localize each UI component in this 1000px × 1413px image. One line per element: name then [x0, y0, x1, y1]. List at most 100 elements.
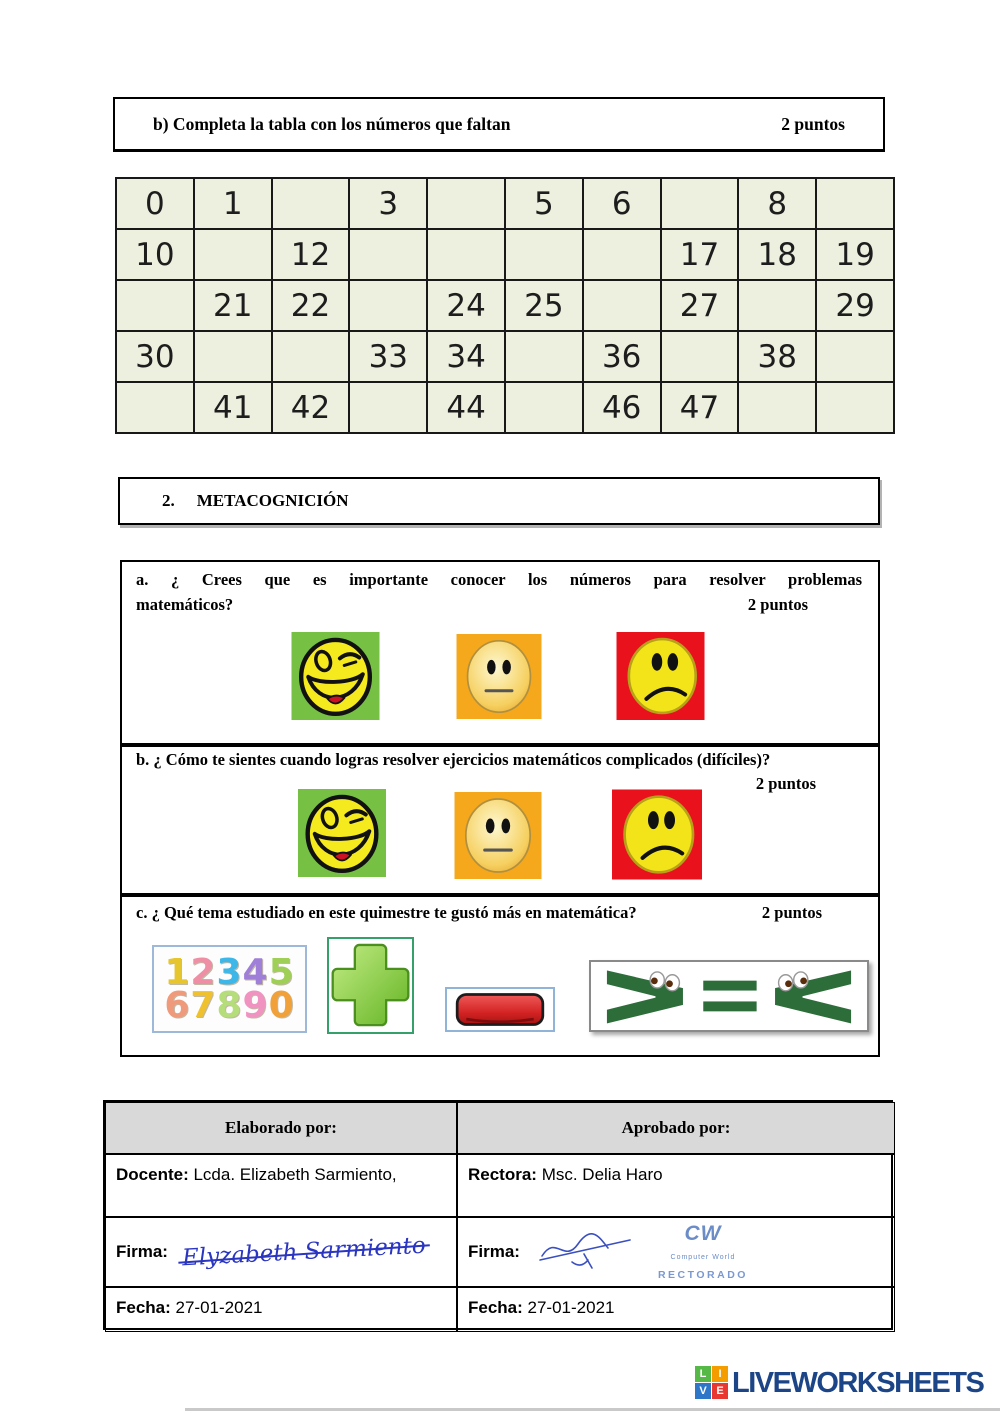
rectora-label: Rectora:	[468, 1165, 537, 1184]
table-row: 10 12 17 18 19	[115, 228, 895, 281]
digit: 4	[242, 951, 269, 993]
fecha-teacher-cell: Fecha: 27-01-2021	[105, 1287, 457, 1332]
number-cell-blank[interactable]	[192, 330, 273, 383]
firma-rectora-cell: Firma: CW Computer World RECTORADO	[457, 1217, 895, 1287]
table-row: 41 42 44 46 47	[115, 381, 895, 434]
stamp-cw: CW	[684, 1221, 722, 1245]
table-row: 30 33 34 36 38	[115, 330, 895, 383]
number-cell: 6	[581, 177, 662, 230]
rectora-name: Msc. Delia Haro	[536, 1165, 663, 1184]
approval-table: Elaborado por: Aprobado por: Docente: Lc…	[103, 1100, 895, 1332]
liveworksheets-logo[interactable]: L I V E LIVEWORKSHEETS	[695, 1366, 985, 1400]
question-c-text: c. ¿ Qué tema estudiado en este quimestr…	[136, 903, 637, 922]
number-cell-blank[interactable]	[659, 330, 740, 383]
neutral-face-option-b[interactable]	[454, 792, 542, 879]
neutral-face-option-a[interactable]	[454, 634, 544, 719]
number-cell-blank[interactable]	[503, 330, 584, 383]
number-cell: 46	[581, 381, 662, 434]
logo-tile-v: V	[695, 1383, 711, 1399]
rectora-signature	[539, 1233, 631, 1269]
header-elaborado: Elaborado por:	[105, 1102, 457, 1154]
number-cell-blank[interactable]	[270, 177, 351, 230]
question-b-text: b. ¿ Cómo te sientes cuando logras resol…	[136, 750, 771, 769]
section-divider	[122, 893, 878, 897]
number-cell-blank[interactable]	[737, 279, 818, 332]
number-cell: 8	[737, 177, 818, 230]
number-cell-blank[interactable]	[815, 177, 895, 230]
less-than-icon	[773, 968, 853, 1026]
number-cell: 38	[737, 330, 818, 383]
section-title: METACOGNICIÓN	[196, 491, 349, 510]
number-cell: 41	[192, 381, 273, 434]
digit: 5	[268, 951, 295, 993]
number-cell: 29	[815, 279, 895, 332]
comparison-symbols-option[interactable]	[589, 960, 869, 1032]
happy-wink-face-option-a[interactable]	[289, 632, 382, 720]
number-cell-blank[interactable]	[115, 381, 195, 434]
number-cell-blank[interactable]	[737, 381, 818, 434]
fecha-label: Fecha:	[116, 1298, 171, 1317]
fecha-rectora-cell: Fecha: 27-01-2021	[457, 1287, 895, 1332]
number-cell: 19	[815, 228, 895, 281]
number-cell: 47	[659, 381, 740, 434]
number-cell-blank[interactable]	[426, 177, 506, 230]
number-table: 0 1 3 5 6 8 10 12 17 18 19 21 22 24 25 2…	[115, 177, 895, 434]
number-cell: 42	[270, 381, 351, 434]
number-cell-blank[interactable]	[503, 381, 584, 434]
number-cell: 25	[503, 279, 584, 332]
number-cell: 33	[348, 330, 429, 383]
number-cell-blank[interactable]	[270, 330, 351, 383]
number-cell-blank[interactable]	[426, 228, 506, 281]
table-row: 21 22 24 25 27 29	[115, 279, 895, 332]
number-cell-blank[interactable]	[503, 228, 584, 281]
docente-label: Docente:	[116, 1165, 189, 1184]
digit: 7	[190, 985, 217, 1026]
docente-name: Lcda. Elizabeth Sarmiento,	[188, 1165, 397, 1184]
sad-face-option-b[interactable]	[612, 789, 702, 880]
number-cell-blank[interactable]	[815, 381, 895, 434]
greater-than-icon	[605, 968, 685, 1026]
plus-sign-option[interactable]	[327, 937, 414, 1034]
number-cell-blank[interactable]	[348, 228, 429, 281]
number-cell-blank[interactable]	[348, 279, 429, 332]
instruction-label: b) Completa la tabla con los números que…	[153, 113, 511, 134]
number-cell-blank[interactable]	[659, 177, 740, 230]
number-cell-blank[interactable]	[192, 228, 273, 281]
number-cell: 1	[192, 177, 273, 230]
question-b-points: 2 puntos	[755, 774, 816, 793]
liveworksheets-icon: L I V E	[695, 1366, 729, 1400]
logo-tile-i: I	[712, 1366, 728, 1382]
happy-wink-face-option-b[interactable]	[297, 789, 387, 877]
number-cell-blank[interactable]	[815, 330, 895, 383]
number-cell-blank[interactable]	[581, 279, 662, 332]
table-row: 0 1 3 5 6 8	[115, 177, 895, 230]
digit: 8	[216, 985, 243, 1026]
fecha-label: Fecha:	[468, 1298, 523, 1317]
number-cell: 21	[192, 279, 273, 332]
firma-label: Firma:	[468, 1242, 520, 1261]
section-number: 2.	[162, 491, 175, 510]
page-bottom-divider	[185, 1408, 1000, 1411]
number-cell: 24	[426, 279, 506, 332]
stamp-rectorado: RECTORADO	[657, 1268, 748, 1281]
question-a-text-cont: matemáticos?	[136, 595, 234, 614]
number-cell: 18	[737, 228, 818, 281]
minus-sign-option[interactable]	[445, 987, 555, 1032]
teacher-signature: Elyzabeth Sarmiento	[181, 1232, 427, 1272]
docente-cell: Docente: Lcda. Elizabeth Sarmiento,	[105, 1154, 457, 1217]
number-cell: 30	[115, 330, 195, 383]
stamp-computer-world: Computer World	[670, 1253, 736, 1261]
fecha-value: 27-01-2021	[170, 1298, 263, 1317]
number-cell: 36	[581, 330, 662, 383]
sad-face-option-a[interactable]	[614, 632, 707, 720]
number-cell-blank[interactable]	[115, 279, 195, 332]
number-cell-blank[interactable]	[348, 381, 429, 434]
digit: 2	[190, 951, 217, 993]
colorful-numbers-option[interactable]: 1 2 3 4 5 6 7 8 9 0	[152, 945, 307, 1033]
number-cell-blank[interactable]	[581, 228, 662, 281]
number-cell: 17	[659, 228, 740, 281]
number-cell: 12	[270, 228, 351, 281]
fecha-value: 27-01-2021	[522, 1298, 615, 1317]
digit: 0	[268, 985, 295, 1026]
number-cell: 3	[348, 177, 429, 230]
